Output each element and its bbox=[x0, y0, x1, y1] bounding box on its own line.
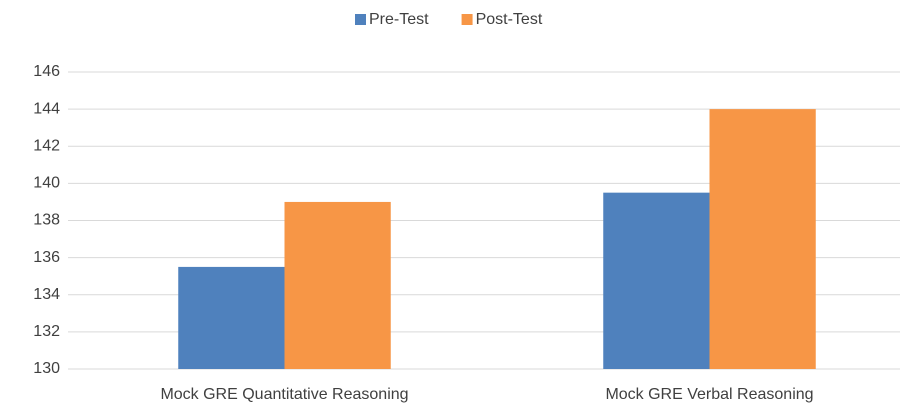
x-tick-label: Mock GRE Quantitative Reasoning bbox=[160, 386, 408, 403]
legend-label: Post-Test bbox=[476, 11, 543, 28]
y-tick-label: 138 bbox=[33, 212, 60, 229]
y-tick-label: 146 bbox=[33, 63, 60, 80]
y-tick-label: 134 bbox=[33, 286, 60, 303]
bar bbox=[709, 109, 816, 369]
bar bbox=[178, 266, 285, 369]
y-tick-label: 140 bbox=[33, 175, 60, 192]
legend-swatch bbox=[355, 14, 366, 25]
x-tick-label: Mock GRE Verbal Reasoning bbox=[605, 386, 813, 403]
y-tick-label: 136 bbox=[33, 249, 60, 266]
y-tick-label: 132 bbox=[33, 323, 60, 340]
bar bbox=[284, 201, 391, 369]
y-tick-label: 142 bbox=[33, 137, 60, 154]
legend-swatch bbox=[461, 14, 473, 25]
y-tick-label: 130 bbox=[33, 360, 60, 377]
y-tick-label: 144 bbox=[33, 100, 60, 117]
legend-label: Pre-Test bbox=[369, 11, 429, 28]
bar bbox=[603, 192, 710, 369]
